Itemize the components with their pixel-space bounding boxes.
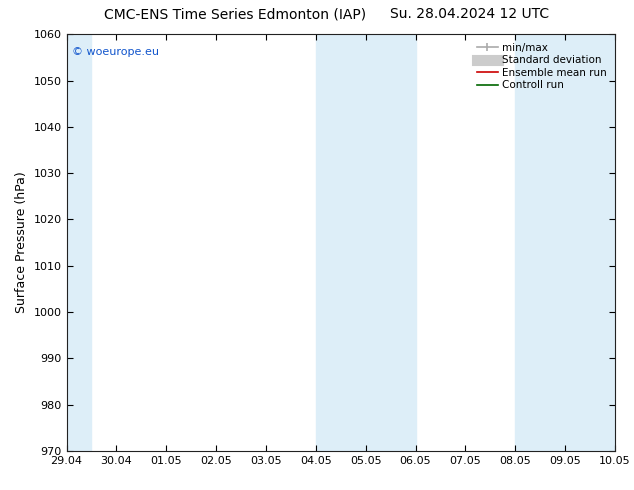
Bar (515, 34, 615, 451)
Legend: min/max, Standard deviation, Ensemble mean run, Controll run: min/max, Standard deviation, Ensemble me… (474, 40, 610, 94)
Text: © woeurope.eu: © woeurope.eu (72, 47, 159, 57)
Text: Su. 28.04.2024 12 UTC: Su. 28.04.2024 12 UTC (390, 7, 548, 22)
Bar (316, 34, 415, 451)
Y-axis label: Surface Pressure (hPa): Surface Pressure (hPa) (15, 172, 28, 314)
Bar (67, 34, 91, 451)
Text: CMC-ENS Time Series Edmonton (IAP): CMC-ENS Time Series Edmonton (IAP) (103, 7, 366, 22)
